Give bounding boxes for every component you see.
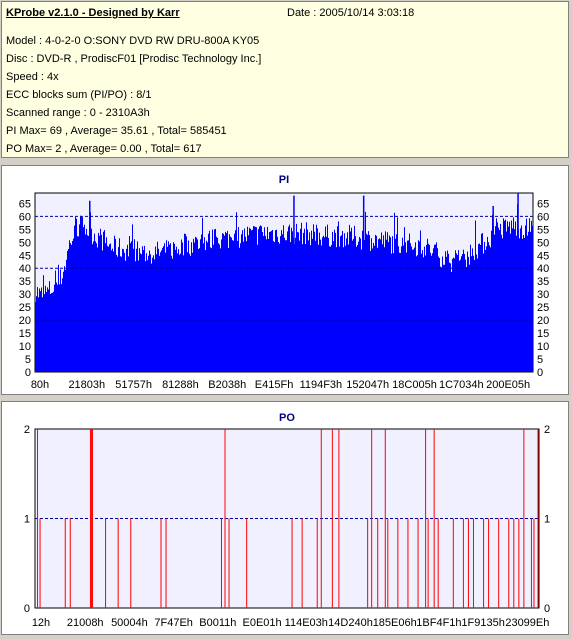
pi-ytick-left-0: 0 [25,367,31,379]
po-ytick-right-0: 0 [544,603,550,615]
pi-summary: PI Max= 69 , Average= 35.61 , Total= 585… [6,125,227,137]
pi-ytick-right-3: 15 [537,328,549,340]
pi-xtick-8: 18C005h [392,379,437,391]
pi-ytick-right-12: 60 [537,211,549,223]
pi-xtick-9: 1C7034h [439,379,484,391]
pi-ytick-right-5: 25 [537,302,549,314]
pi-ytick-left-7: 35 [19,276,31,288]
po-ytick-left-2: 2 [24,424,30,436]
po-xtick-8: 185E06h [373,617,417,629]
po-xtick-2: 50004h [111,617,148,629]
pi-ytick-right-10: 50 [537,237,549,249]
pi-chart-panel: PI 0 0 5 5 10 10 15 15 20 20 25 25 30 30 35 35 40 40 45 45 50… [1,165,569,395]
po-chart: PO 0 0 1 1 2 2 12h 21008h 50004h 7F47Eh B0011h E0E01… [24,412,550,629]
pi-chart-title: PI [279,174,289,186]
disc-info: Disc : DVD-R , ProdiscF01 [Prodisc Techn… [6,53,262,65]
pi-xtick-5: E415Fh [255,379,294,391]
po-xtick-9: 1BF4F1h [416,617,461,629]
pi-ytick-left-13: 65 [19,198,31,210]
pi-xtick-3: 81288h [162,379,199,391]
po-ytick-right-2: 2 [544,424,550,436]
po-summary: PO Max= 2 , Average= 0.00 , Total= 617 [6,143,202,155]
pi-ytick-right-8: 40 [537,263,549,275]
pi-xtick-2: 51757h [115,379,152,391]
pi-ytick-left-12: 60 [19,211,31,223]
pi-ytick-right-7: 35 [537,276,549,288]
pi-ytick-right-9: 45 [537,250,549,262]
pi-ytick-left-8: 40 [19,263,31,275]
pi-xtick-4: B2038h [208,379,246,391]
po-xtick-11: 23099Eh [505,617,549,629]
pi-ytick-left-9: 45 [19,250,31,262]
pi-ytick-right-6: 30 [537,289,549,301]
pi-ytick-right-0: 0 [537,367,543,379]
pi-xtick-7: 152047h [346,379,389,391]
pi-ytick-right-4: 20 [537,315,549,327]
po-ytick-right-1: 1 [544,514,550,526]
pi-ytick-right-2: 10 [537,341,549,353]
info-panel: KProbe v2.1.0 - Designed by Karr Date : … [1,1,569,158]
pi-ytick-left-2: 10 [19,341,31,353]
speed-info: Speed : 4x [6,71,59,83]
pi-ytick-left-6: 30 [19,289,31,301]
po-xtick-10: 1F9135h [461,617,504,629]
pi-xtick-1: 21803h [68,379,105,391]
pi-ytick-right-13: 65 [537,198,549,210]
pi-xtick-0: 80h [31,379,49,391]
po-xtick-6: 114E03h [285,617,328,629]
po-xtick-7: 14D240h [328,617,373,629]
pi-ytick-right-1: 5 [537,354,543,366]
pi-ytick-left-11: 55 [19,224,31,236]
po-xtick-4: B0011h [199,617,236,629]
app-title: KProbe v2.1.0 - Designed by Karr [6,7,180,19]
ecc-info: ECC blocks sum (PI/PO) : 8/1 [6,89,152,101]
scan-date: Date : 2005/10/14 3:03:18 [287,7,415,19]
pi-ytick-right-11: 55 [537,224,549,236]
pi-ytick-left-5: 25 [19,302,31,314]
po-chart-title: PO [279,412,295,424]
pi-xtick-6: 1194F3h [300,379,343,391]
range-info: Scanned range : 0 - 2310A3h [6,107,150,119]
pi-xtick-10: 200E05h [486,379,530,391]
po-ytick-left-0: 0 [24,603,30,615]
pi-ytick-left-10: 50 [19,237,31,249]
drive-model: Model : 4-0-2-0 O:SONY DVD RW DRU-800A K… [6,35,260,47]
po-xtick-3: 7F47Eh [154,617,193,629]
po-chart-panel: PO 0 0 1 1 2 2 12h 21008h 50004h 7F47Eh B0011h E0E01… [1,401,569,635]
pi-ytick-left-1: 5 [25,354,31,366]
po-xtick-1: 21008h [67,617,104,629]
po-xtick-5: E0E01h [242,617,281,629]
po-xtick-0: 12h [32,617,50,629]
pi-ytick-left-3: 15 [19,328,31,340]
po-ytick-left-1: 1 [24,514,30,526]
pi-ytick-left-4: 20 [19,315,31,327]
